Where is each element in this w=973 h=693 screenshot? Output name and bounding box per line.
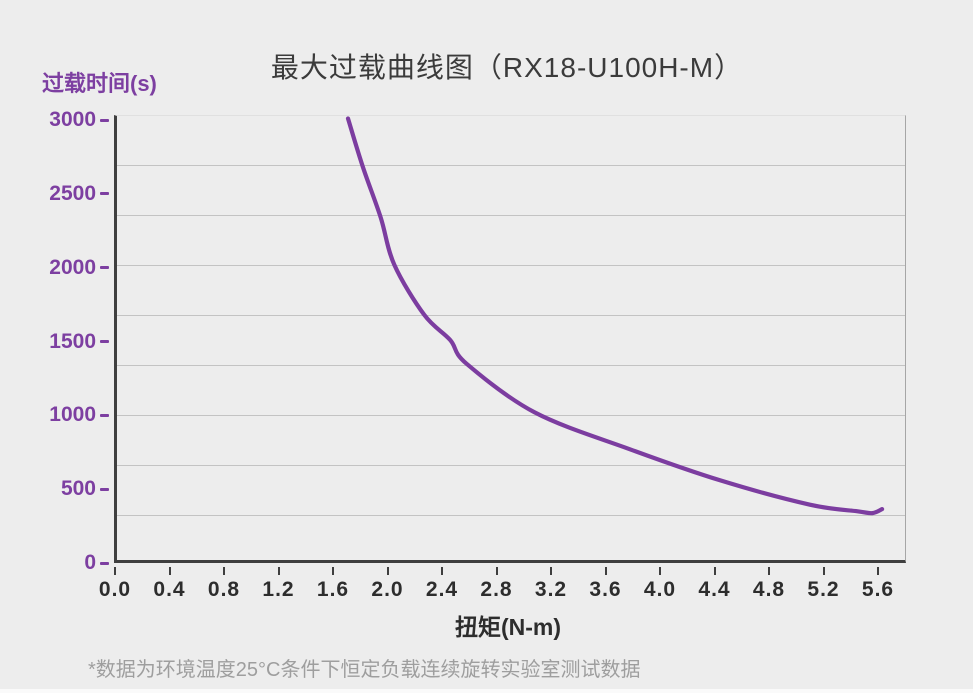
x-tick-mark: [713, 567, 716, 575]
y-tick-dash: [100, 266, 109, 270]
x-tick-label: 4.4: [698, 578, 731, 601]
gridline: [117, 215, 905, 216]
y-tick-label: 3000: [49, 108, 96, 131]
x-tick-mark: [441, 567, 443, 575]
x-tick-mark: [223, 567, 225, 575]
x-tick-mark: [822, 567, 825, 575]
x-tick-label: 5.2: [807, 578, 840, 601]
gridline: [117, 365, 905, 366]
y-tick-label: 1000: [49, 403, 96, 427]
footnote: *数据为环境温度25°C条件下恒定负载连续旋转实验室测试数据: [88, 659, 641, 681]
x-tick-label: 3.6: [589, 578, 622, 601]
gridline: [117, 165, 905, 166]
y-tick-dash: [100, 192, 109, 196]
y-tick-dash: [100, 413, 109, 417]
x-tick-label: 2.8: [480, 578, 513, 601]
gridline: [117, 265, 905, 266]
x-tick-label: 4.0: [643, 578, 677, 601]
x-tick-label: 5.6: [861, 578, 895, 601]
y-tick-label: 2500: [49, 181, 96, 205]
x-tick-mark: [768, 567, 770, 575]
y-axis-title: 过载时间(s): [42, 71, 157, 96]
x-tick-mark: [604, 567, 607, 575]
gridline: [117, 415, 905, 416]
y-tick-label: 1500: [49, 329, 96, 353]
page-bottom-edge: [0, 689, 973, 693]
x-tick-label: 0.4: [153, 578, 186, 601]
x-tick-label: 4.8: [752, 578, 786, 601]
gridline: [117, 465, 905, 466]
y-tick-dash: [100, 118, 109, 122]
plot-area: [114, 115, 906, 563]
x-tick-label: 2.0: [371, 578, 404, 601]
y-tick-label: 2000: [49, 255, 96, 279]
y-tick-dash: [100, 561, 109, 565]
y-tick-label: 500: [60, 477, 96, 501]
x-tick-mark: [495, 567, 498, 575]
x-tick-label: 0.0: [98, 578, 132, 601]
x-tick-label: 1.6: [316, 578, 350, 601]
x-tick-label: 1.2: [262, 578, 295, 601]
x-tick-mark: [277, 567, 280, 575]
x-tick-mark: [114, 567, 116, 575]
x-tick-label: 3.2: [534, 578, 568, 601]
x-tick-label: 2.4: [425, 578, 459, 601]
x-tick-label: 0.8: [207, 578, 241, 601]
x-tick-mark: [386, 567, 389, 575]
y-tick-label: 0: [84, 551, 96, 574]
x-tick-mark: [168, 567, 171, 575]
x-axis-title: 扭矩(N-m): [454, 614, 562, 640]
gridline: [117, 315, 905, 316]
chart-title: 最大过载曲线图（RX18-U100H-M）: [270, 52, 744, 83]
x-tick-mark: [332, 567, 334, 575]
y-tick-dash: [100, 340, 109, 343]
x-tick-mark: [877, 567, 879, 575]
x-tick-mark: [659, 567, 661, 575]
y-tick-dash: [100, 487, 109, 491]
gridline: [117, 515, 905, 516]
x-tick-mark: [550, 567, 552, 575]
